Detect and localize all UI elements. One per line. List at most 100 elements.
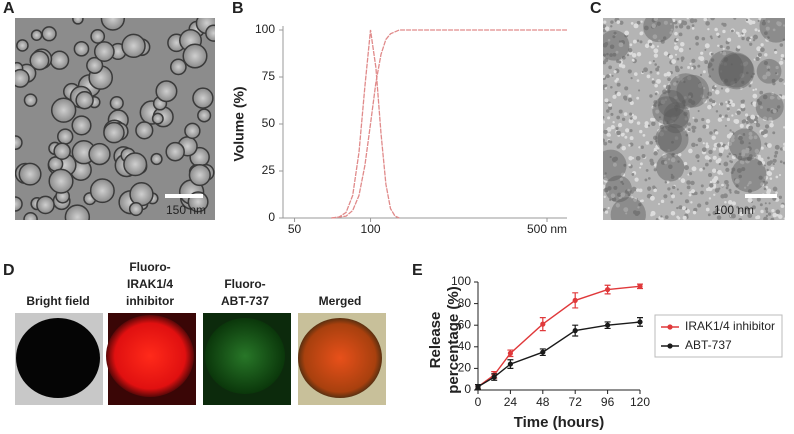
grain [765,181,768,185]
grain [660,199,665,204]
grain [756,197,761,202]
point [475,384,481,390]
grain [687,75,692,81]
grain [667,148,671,152]
grain [720,87,724,90]
grain [705,201,709,206]
grain [761,18,766,21]
grain [687,122,691,126]
grain [663,51,669,56]
grain [644,43,650,49]
particle [23,211,38,220]
particle [75,90,94,110]
grain [665,85,671,91]
grain [726,183,730,187]
grain [623,207,629,213]
grain [767,171,773,177]
grain [772,212,777,218]
grain [760,47,765,53]
grain [625,128,630,133]
grain [648,42,653,46]
grain [678,24,684,29]
particle [657,123,689,155]
grain [757,160,763,166]
grain [682,127,687,132]
grain [721,183,724,187]
grain [683,111,688,116]
grain [619,20,624,25]
grain [603,187,609,193]
grain [639,129,643,134]
grain [745,71,749,75]
grain [731,167,736,172]
grain [633,72,638,76]
grain [629,136,634,141]
grain [680,66,683,69]
grain [610,124,615,130]
grain [741,167,746,172]
grain [707,65,711,69]
grain [780,57,783,60]
grain [689,191,692,194]
grain [707,104,712,110]
particle [663,102,690,129]
y-tick-label: 80 [458,296,472,310]
grain [776,21,781,26]
grain [708,75,712,78]
grain [716,215,722,220]
grain [782,24,785,27]
particle [755,92,784,121]
grain [674,96,678,100]
grain [603,74,606,79]
grain [680,41,685,47]
grain [734,81,738,84]
particle [652,96,681,125]
grain [690,189,696,194]
grain [717,169,722,175]
grain [657,65,660,69]
micrograph-a [15,18,215,220]
grain [675,109,678,112]
grain [654,92,658,96]
grain [653,163,658,167]
grain [729,191,732,194]
grain [663,126,669,131]
series-line [331,29,400,219]
grain [762,94,768,100]
grain [667,187,671,191]
grain [770,166,775,171]
grain [771,78,776,83]
grain [692,210,697,215]
grain [724,180,727,183]
grain [676,188,679,191]
grain [621,55,626,60]
grain [703,87,706,90]
particle [188,163,211,187]
grain [616,20,621,25]
grain [714,85,717,88]
grain [758,175,763,180]
grain [615,203,621,208]
grain [748,131,753,136]
grain [655,217,659,220]
grain [761,161,766,165]
grain [689,18,695,24]
grain [610,25,613,28]
grain [683,80,686,84]
particle [151,112,164,125]
grain [636,96,640,100]
grain [691,58,696,64]
grain [641,199,644,203]
x-tick-label: 72 [569,395,583,409]
grain [703,18,708,22]
grain [659,131,665,137]
grain [603,129,608,135]
grain [632,115,638,120]
particle [657,89,686,118]
grain [767,212,772,216]
grain [627,69,632,74]
grain [620,172,626,177]
grain [655,139,658,143]
grain [671,59,677,64]
grain [678,47,684,53]
